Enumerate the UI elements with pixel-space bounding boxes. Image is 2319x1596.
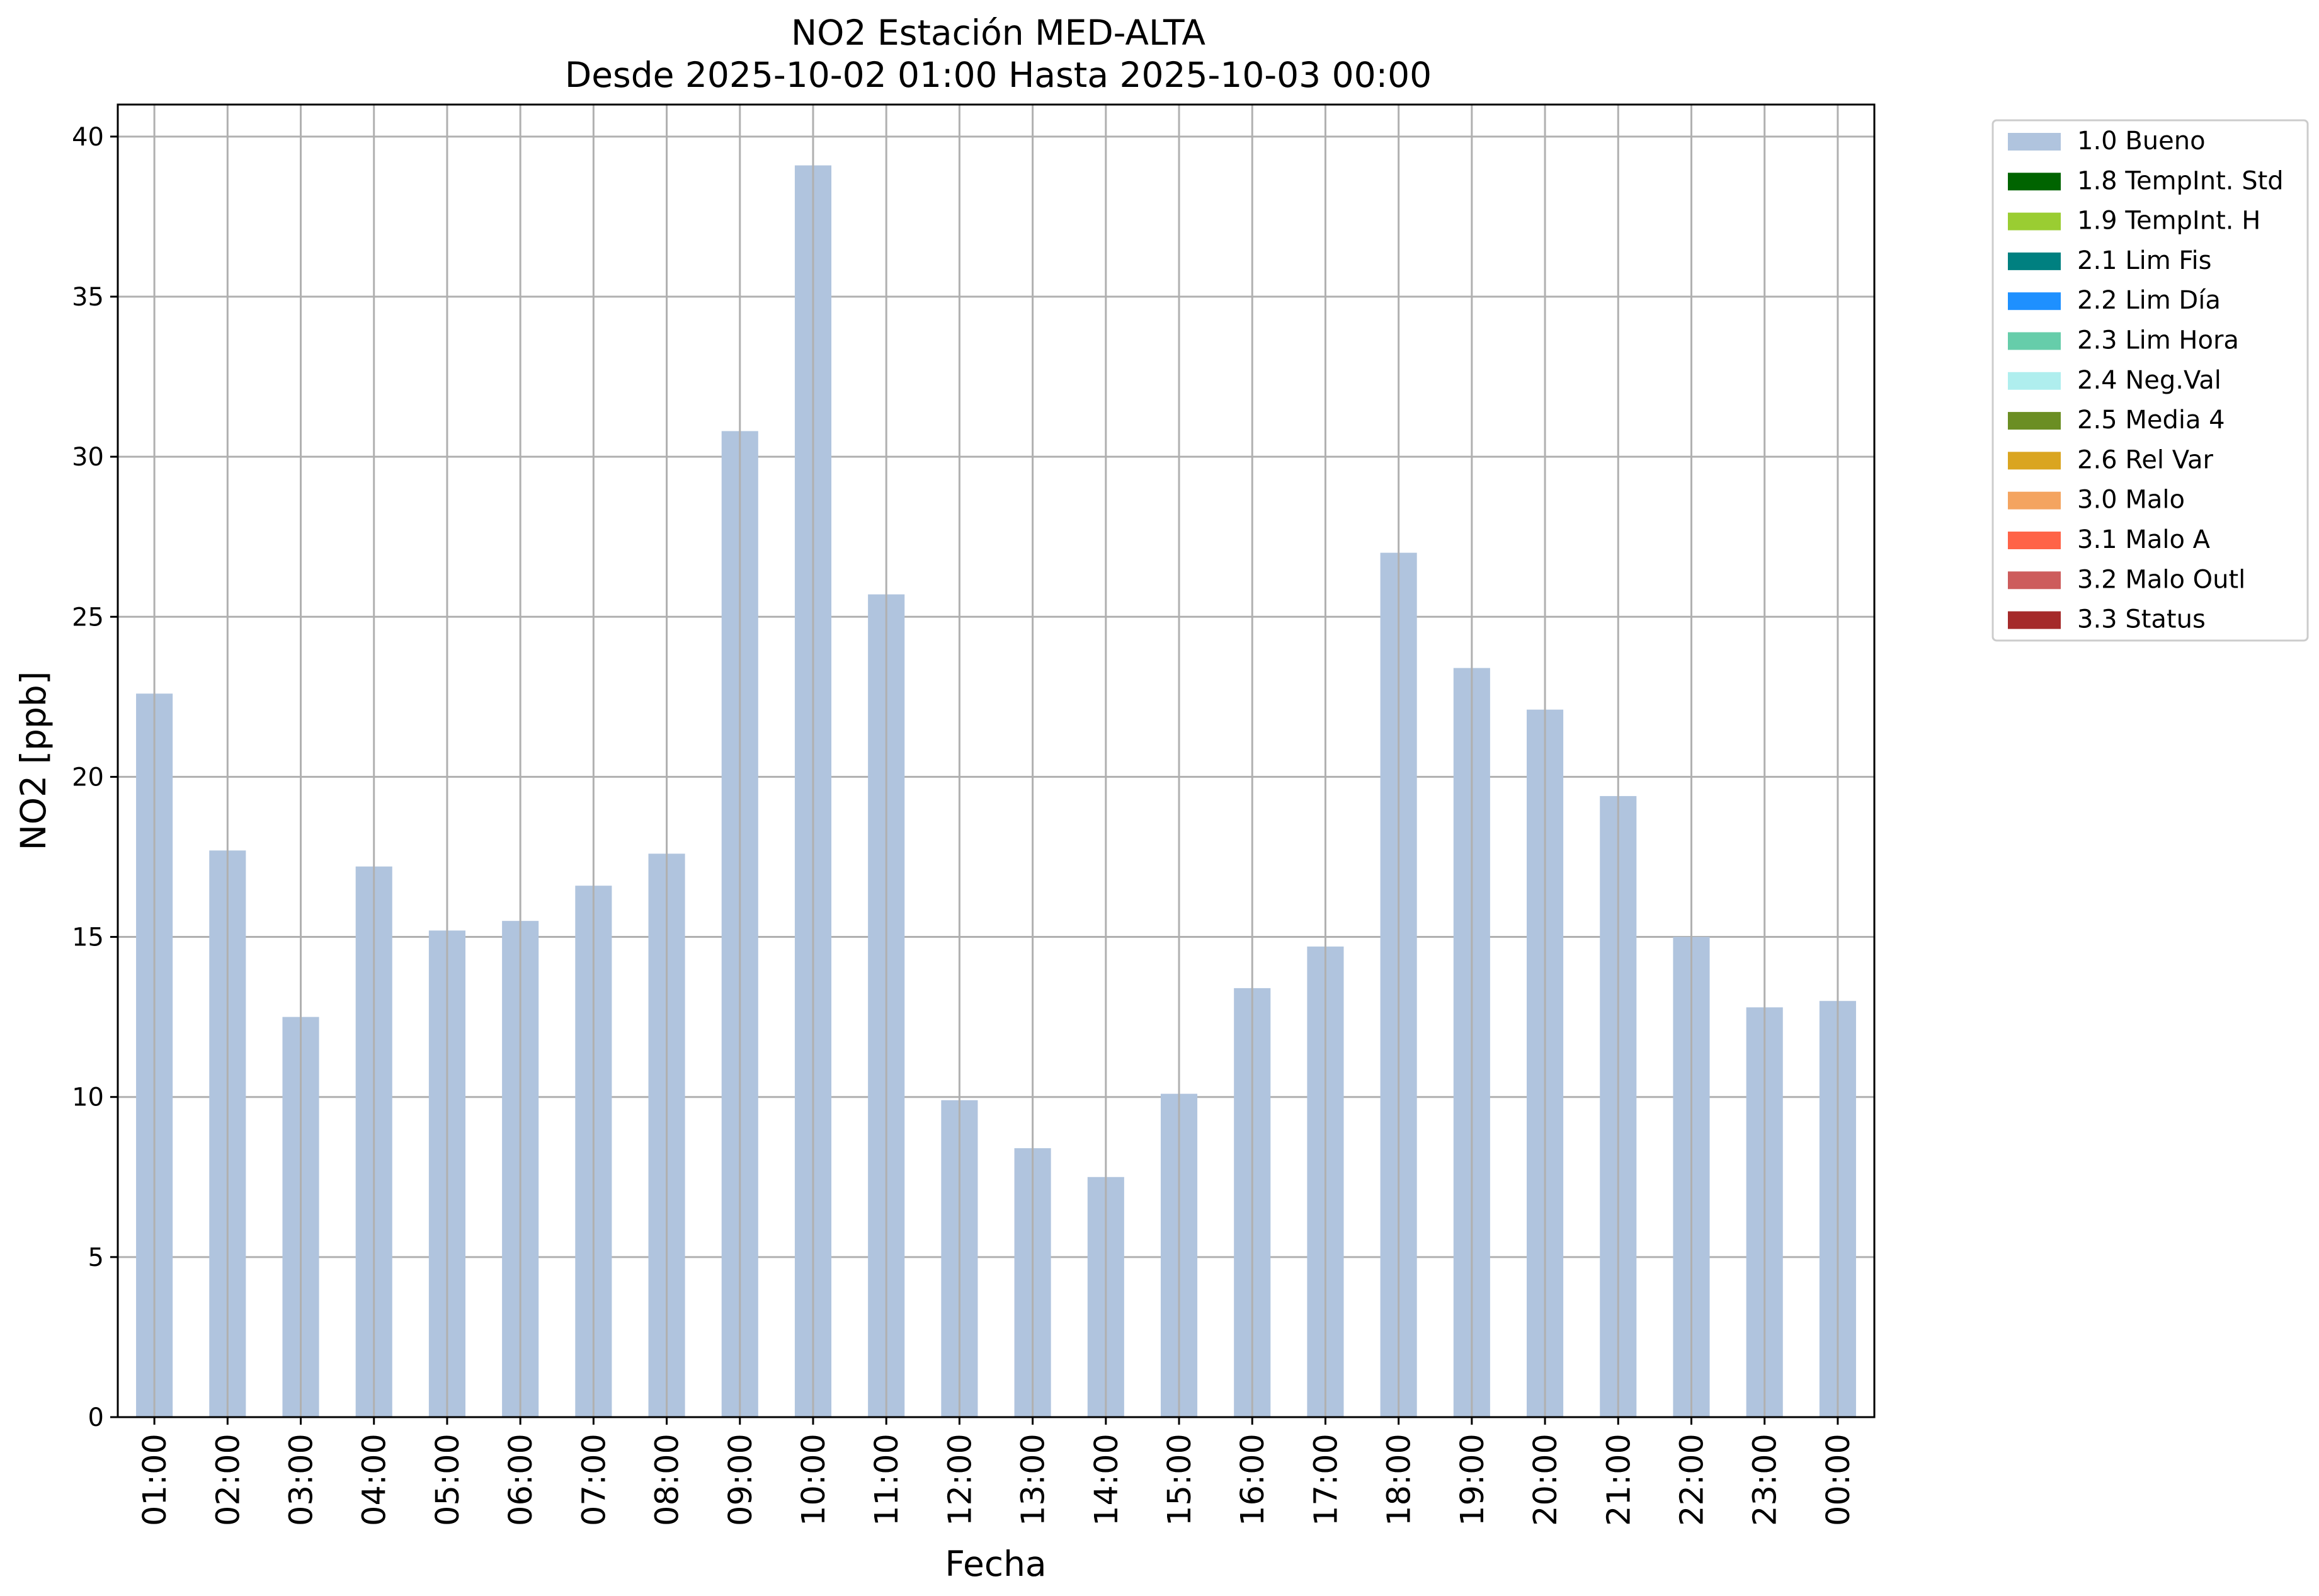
x-tick-label: 07:00	[576, 1434, 613, 1526]
y-axis-label: NO2 [ppb]	[13, 671, 54, 851]
legend-label: 3.1 Malo A	[2077, 525, 2211, 554]
legend-swatch	[2008, 532, 2061, 549]
legend-swatch	[2008, 212, 2061, 231]
x-tick-label: 01:00	[137, 1434, 174, 1526]
bar-series	[136, 165, 1856, 1418]
x-tick-label: 10:00	[795, 1434, 833, 1526]
y-tick-label: 35	[72, 283, 104, 312]
y-tick-label: 20	[72, 763, 104, 792]
x-tick-label: 13:00	[1015, 1434, 1052, 1526]
y-tick-label: 30	[72, 443, 104, 472]
legend-label: 2.2 Lim Día	[2077, 286, 2221, 315]
legend-label: 2.1 Lim Fis	[2077, 246, 2211, 275]
legend-swatch	[2008, 412, 2061, 430]
x-tick-label: 06:00	[503, 1434, 540, 1526]
y-axis-ticks: 0 5 10 15 20 25 30 35 40	[72, 123, 118, 1432]
legend-swatch	[2008, 332, 2061, 350]
x-tick-label: 22:00	[1673, 1434, 1711, 1526]
plot-frame	[117, 103, 1876, 1418]
x-tick-label: 11:00	[869, 1434, 906, 1526]
x-tick-label: 05:00	[430, 1434, 467, 1526]
x-tick-label: 03:00	[283, 1434, 321, 1526]
legend-swatch	[2008, 611, 2061, 629]
x-tick-label: 20:00	[1527, 1434, 1564, 1526]
legend-swatch	[2008, 491, 2061, 510]
x-axis-ticks: 01:00 02:00 03:00 04:00 05:00 06:00 07:00 08:00…	[137, 1417, 1857, 1526]
x-tick-label: 04:00	[356, 1434, 394, 1526]
legend-label: 1.9 TempInt. H	[2077, 207, 2260, 236]
legend-label: 2.5 Media 4	[2077, 406, 2225, 435]
x-tick-label: 09:00	[722, 1434, 760, 1526]
chart-title: NO2 Estación MED-ALTA	[791, 13, 1205, 53]
legend-swatch	[2008, 252, 2061, 270]
legend-label: 1.8 TempInt. Std	[2077, 166, 2284, 195]
legend-swatch	[2008, 452, 2061, 470]
legend: 1.0 Bueno 1.8 TempInt. Std 1.9 TempInt. H 2…	[1991, 119, 2309, 642]
x-axis-label: Fecha	[945, 1544, 1046, 1584]
legend-label: 3.3 Status	[2077, 605, 2206, 634]
vertical-grid-lines	[153, 105, 1839, 1417]
legend-label: 2.3 Lim Hora	[2077, 326, 2239, 355]
x-tick-label: 08:00	[649, 1434, 687, 1526]
y-tick-label: 15	[72, 923, 104, 952]
y-tick-label: 10	[72, 1083, 104, 1112]
x-tick-label: 16:00	[1234, 1434, 1272, 1526]
legend-swatch	[2008, 292, 2061, 311]
x-tick-label: 23:00	[1747, 1434, 1784, 1526]
legend-label: 3.0 Malo	[2077, 486, 2185, 515]
x-tick-label: 17:00	[1308, 1434, 1345, 1526]
y-tick-label: 5	[88, 1243, 104, 1272]
x-tick-label: 00:00	[1820, 1434, 1857, 1526]
y-tick-label: 40	[72, 123, 104, 152]
y-tick-label: 0	[88, 1403, 104, 1432]
legend-items: 1.0 Bueno 1.8 TempInt. Std 1.9 TempInt. H 2…	[2008, 127, 2284, 634]
legend-frame	[1991, 119, 2309, 642]
legend-label: 1.0 Bueno	[2077, 127, 2206, 156]
legend-label: 3.2 Malo Outl	[2077, 565, 2245, 594]
legend-label: 2.4 Neg.Val	[2077, 366, 2221, 395]
legend-label: 2.6 Rel Var	[2077, 445, 2214, 474]
x-tick-label: 12:00	[942, 1434, 979, 1526]
x-tick-label: 14:00	[1088, 1434, 1125, 1526]
x-tick-label: 21:00	[1600, 1434, 1638, 1526]
legend-swatch	[2008, 173, 2061, 191]
x-tick-label: 15:00	[1161, 1434, 1199, 1526]
legend-swatch	[2008, 133, 2061, 151]
x-tick-label: 18:00	[1381, 1434, 1418, 1526]
x-tick-label: 02:00	[210, 1434, 247, 1526]
chart-subtitle: Desde 2025-10-02 01:00 Hasta 2025-10-03 …	[565, 55, 1432, 95]
grid-lines	[118, 135, 1874, 1418]
x-tick-label: 19:00	[1454, 1434, 1491, 1526]
y-tick-label: 25	[72, 603, 104, 632]
legend-swatch	[2008, 571, 2061, 590]
legend-swatch	[2008, 372, 2061, 390]
